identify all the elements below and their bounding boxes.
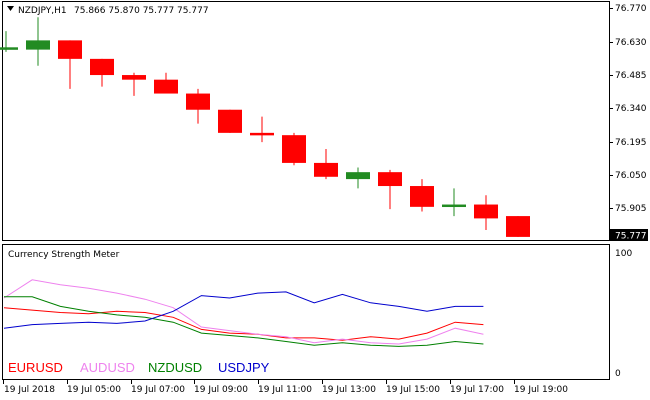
price-tick: 76.770 — [615, 4, 647, 14]
candle — [154, 72, 178, 94]
price-axis-tickmarks — [609, 8, 613, 209]
candle — [410, 179, 434, 212]
time-axis-tickmarks — [3, 380, 515, 384]
time-tick: 19 Jul 05:00 — [67, 385, 121, 395]
candle-body — [282, 135, 306, 163]
ohlc-label: 75.866 75.870 75.777 75.777 — [74, 6, 209, 16]
candle-body — [346, 172, 370, 180]
legend-nzdusd: NZDUSD — [148, 360, 202, 375]
candle — [26, 17, 50, 66]
candle — [314, 149, 338, 180]
candle-body — [26, 40, 50, 50]
strength-lines — [3, 279, 484, 347]
candle — [250, 116, 274, 143]
price-tick: 76.630 — [615, 38, 647, 48]
symbol-label: NZDJPY,H1 — [18, 6, 67, 16]
time-tick: 19 Jul 15:00 — [386, 385, 440, 395]
candle-body — [474, 204, 498, 219]
candle-body — [154, 79, 178, 94]
indicator-tick-0: 0 — [615, 369, 621, 379]
price-tick: 76.485 — [615, 71, 647, 81]
candle — [378, 169, 402, 210]
time-tick: 19 Jul 2018 — [4, 385, 55, 395]
price-tick: 76.340 — [615, 104, 647, 114]
indicator-tick-100: 100 — [615, 249, 632, 259]
last-price-label: 75.777 — [615, 232, 647, 242]
time-tick: 19 Jul 19:00 — [514, 385, 568, 395]
last-price-badge — [610, 229, 648, 241]
candle — [58, 40, 82, 89]
candle-body — [186, 93, 210, 110]
series-line-eurusd — [3, 307, 484, 341]
price-tick: 75.905 — [615, 204, 647, 214]
legend: EURUSD AUDUSD NZDUSD USDJPY — [8, 360, 270, 375]
candle-body — [442, 204, 466, 208]
time-tick: 19 Jul 07:00 — [131, 385, 185, 395]
indicator-title: Currency Strength Meter — [8, 250, 120, 260]
candle — [506, 216, 530, 237]
candle — [186, 88, 210, 124]
legend-usdjpy: USDJPY — [218, 360, 270, 375]
price-tick: 76.195 — [615, 138, 647, 148]
candle — [474, 195, 498, 230]
time-tick: 19 Jul 11:00 — [258, 385, 312, 395]
candle-body — [506, 216, 530, 237]
candle-body — [58, 40, 82, 59]
legend-eurusd: EURUSD — [8, 360, 63, 375]
candle-body — [378, 172, 402, 187]
series-line-usdjpy — [3, 291, 484, 329]
candle — [0, 31, 18, 52]
candle-body — [90, 58, 114, 76]
candle — [282, 132, 306, 166]
series-line-audusd — [3, 279, 484, 345]
time-axis: 19 Jul 2018 19 Jul 05:00 19 Jul 07:00 19… — [4, 385, 568, 395]
candle — [442, 188, 466, 217]
legend-audusd: AUDUSD — [80, 360, 135, 375]
time-tick: 19 Jul 13:00 — [322, 385, 376, 395]
candle — [90, 58, 114, 87]
time-tick: 19 Jul 09:00 — [194, 385, 248, 395]
candle — [218, 109, 242, 133]
candle-body — [0, 47, 18, 50]
price-tick: 76.050 — [615, 171, 647, 181]
price-axis: 76.770 76.630 76.485 76.340 76.195 76.05… — [615, 4, 647, 214]
series-line-nzdusd — [4, 296, 484, 347]
candle-body — [410, 186, 434, 207]
time-tick: 19 Jul 17:00 — [450, 385, 504, 395]
candle-body — [218, 109, 242, 133]
symbol-dropdown-icon[interactable] — [7, 6, 14, 11]
candle-body — [250, 132, 274, 136]
candles — [0, 17, 530, 237]
main-chart-frame — [2, 1, 610, 241]
candle-body — [122, 75, 146, 80]
candle — [346, 167, 370, 189]
candle-body — [314, 162, 338, 177]
candle — [122, 72, 146, 96]
